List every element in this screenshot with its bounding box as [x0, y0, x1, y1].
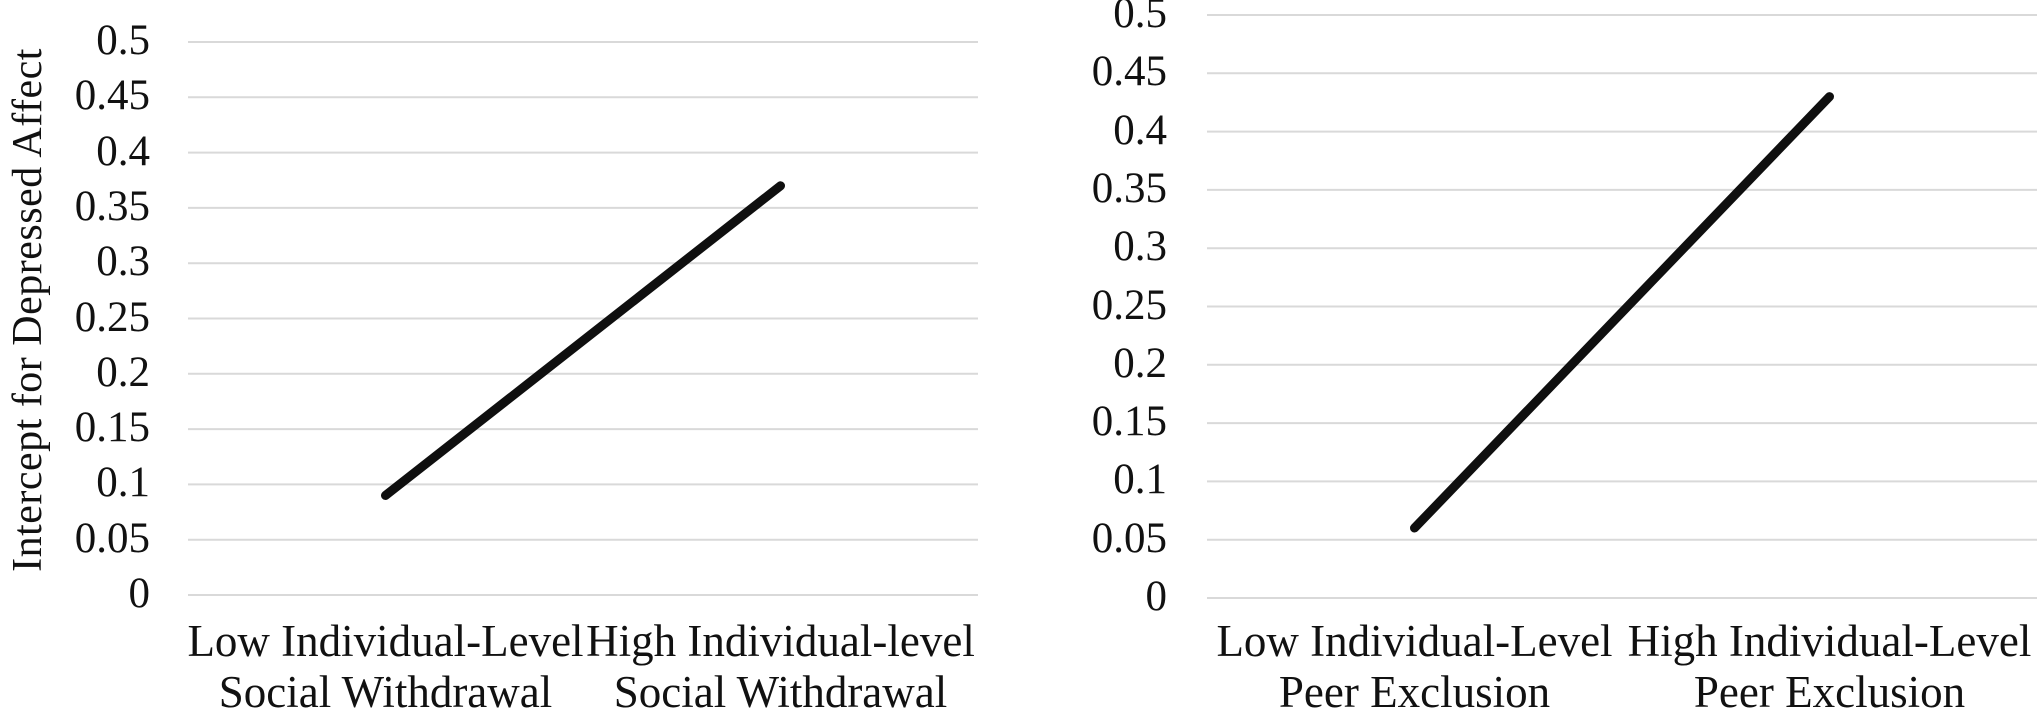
y-tick-label: 0.3	[96, 237, 150, 285]
series-line	[1410, 92, 1834, 533]
series-line	[381, 181, 785, 500]
y-tick-label: 0.4	[96, 127, 150, 175]
y-tick-label: 0.2	[1113, 339, 1167, 387]
y-tick-label: 0.1	[1113, 456, 1167, 504]
y-tick-label: 0.3	[1113, 222, 1167, 270]
x-category-label: Low Individual-Level Peer Exclusion	[1216, 616, 1612, 718]
y-tick-label: 0.05	[74, 514, 150, 562]
x-category-label-line: Low Individual-Level	[1216, 616, 1613, 666]
y-tick-label: 0.25	[74, 293, 150, 341]
x-category-label: Low Individual-Level Social Withdrawal	[187, 616, 583, 718]
y-tick-label: 0.05	[1091, 514, 1167, 562]
y-tick-label: 0.4	[1113, 106, 1167, 154]
y-tick-label: 0.45	[74, 72, 150, 120]
x-category-label: High Individual-Level Peer Exclusion	[1628, 616, 2032, 718]
y-tick-label: 0.45	[1091, 48, 1167, 96]
y-tick-label: 0.35	[74, 182, 150, 230]
y-tick-label: 0.5	[1113, 0, 1167, 37]
x-category-label-line: Peer Exclusion	[1693, 666, 1966, 717]
x-category-label: High Individual-level Social Withdrawal	[586, 616, 975, 718]
y-tick-label: 0	[1145, 572, 1168, 620]
x-category-label-line: Low Individual-Level	[187, 616, 584, 666]
plot-area	[1207, 14, 2037, 599]
y-tick-label: 0.25	[1091, 281, 1167, 329]
y-tick-label: 0.2	[96, 348, 150, 396]
x-category-label-line: High Individual-Level	[1627, 616, 2032, 666]
y-tick-label: 0.1	[96, 459, 150, 507]
x-category-label-line: Social Withdrawal	[613, 666, 948, 717]
x-category-label-line: Peer Exclusion	[1278, 666, 1551, 717]
x-category-label-line: Social Withdrawal	[218, 666, 553, 717]
y-tick-label: 0.5	[96, 16, 150, 64]
y-tick-label: 0.35	[1091, 164, 1167, 212]
plot-area	[188, 41, 978, 596]
y-tick-label: 0.15	[74, 403, 150, 451]
y-tick-label: 0	[128, 569, 151, 617]
y-tick-label: 0.15	[1091, 397, 1167, 445]
x-category-label-line: High Individual-level	[586, 616, 975, 666]
